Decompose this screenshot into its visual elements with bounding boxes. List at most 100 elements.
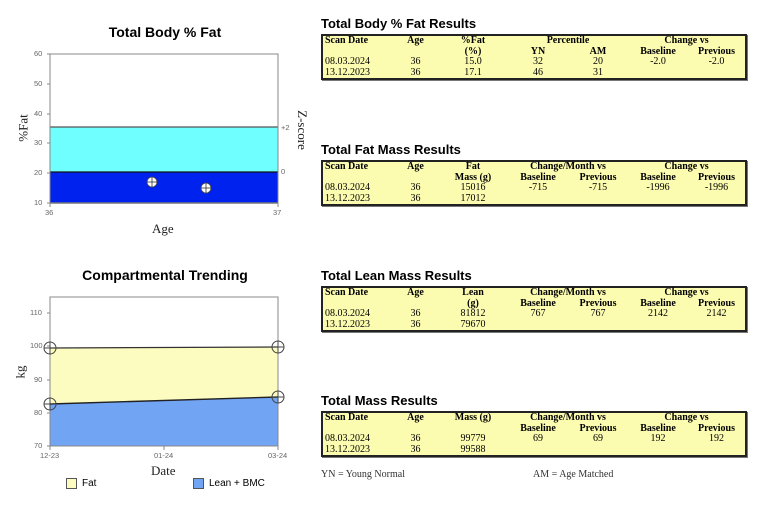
col-baseline: Baseline bbox=[640, 422, 676, 434]
trending-chart-title: Compartmental Trending bbox=[82, 267, 248, 283]
table-row: 13.12.2023 36 79670 bbox=[323, 318, 745, 331]
legend-fat-label: Fat bbox=[82, 478, 97, 489]
footnote-am: AM = Age Matched bbox=[533, 469, 614, 480]
pct-fat-ytick: 30 bbox=[34, 138, 43, 147]
col-scan-date: Scan Date bbox=[325, 161, 369, 172]
cell bbox=[688, 445, 745, 456]
lean-bmc-area bbox=[50, 397, 278, 446]
footnote-yn: YN = Young Normal bbox=[321, 469, 405, 480]
col-fat: Fat bbox=[465, 161, 481, 172]
col-mass-unit: Mass (g) bbox=[454, 171, 492, 183]
cell: 2142 bbox=[706, 308, 727, 319]
trending-ytick: 90 bbox=[34, 375, 43, 384]
cell bbox=[688, 194, 745, 205]
col-am: AM bbox=[589, 45, 607, 57]
total-point-12-23 bbox=[43, 341, 57, 355]
table-row: 08.03.2024 36 15016 -715 -715 -1996 -199… bbox=[323, 182, 745, 194]
col-baseline: Baseline bbox=[520, 171, 556, 183]
col-age: Age bbox=[407, 161, 424, 172]
cell: 08.03.2024 bbox=[325, 308, 370, 319]
total-mass-results-table: Scan Date Age Mass (g) Change/Month vs C… bbox=[321, 411, 747, 457]
col-baseline: Baseline bbox=[640, 45, 676, 57]
cell bbox=[688, 68, 745, 79]
col-change-vs: Change vs bbox=[664, 161, 709, 172]
cell: 69 bbox=[533, 433, 543, 444]
cell: -2.0 bbox=[650, 56, 666, 67]
table-row: 13.12.2023 36 99588 bbox=[323, 443, 745, 456]
col-previous: Previous bbox=[579, 171, 617, 183]
cell: 36 bbox=[410, 66, 421, 78]
cell: 36 bbox=[410, 182, 421, 193]
cell: 36 bbox=[410, 192, 421, 204]
cell: 13.12.2023 bbox=[325, 443, 370, 455]
cell: -1996 bbox=[646, 182, 670, 193]
cell: 99588 bbox=[460, 443, 486, 455]
cell: 46 bbox=[533, 66, 543, 78]
pct-fat-xtick: 36 bbox=[45, 208, 54, 217]
col-age: Age bbox=[407, 35, 424, 46]
table-row: 08.03.2024 36 15.0 32 20 -2.0 -2.0 bbox=[323, 56, 745, 68]
cell bbox=[568, 320, 628, 331]
col-scan-date: Scan Date bbox=[325, 287, 369, 298]
col-previous: Previous bbox=[697, 171, 736, 183]
col-lean: Lean bbox=[462, 287, 484, 298]
cell: 17.1 bbox=[464, 66, 482, 78]
lean-mass-results-table: Scan Date Age Lean Change/Month vs Chang… bbox=[321, 286, 747, 332]
band-above bbox=[50, 54, 278, 127]
cell bbox=[508, 320, 568, 331]
total-mass-results-title: Total Mass Results bbox=[321, 393, 438, 408]
trending-ytick: 80 bbox=[34, 408, 43, 417]
cell: 767 bbox=[590, 308, 606, 319]
col-scan-date: Scan Date bbox=[325, 412, 369, 423]
pct-fat-ytick: 10 bbox=[34, 198, 43, 207]
col-baseline: Baseline bbox=[520, 297, 556, 309]
trending-ytick: 70 bbox=[34, 441, 43, 450]
cell: 36 bbox=[410, 443, 421, 455]
pct-fat-ytick: 40 bbox=[34, 109, 43, 118]
pct-fat-ytick: 50 bbox=[34, 79, 43, 88]
fat-swatch-icon bbox=[66, 478, 77, 489]
cell: -715 bbox=[528, 182, 548, 193]
cell: 99779 bbox=[460, 433, 486, 444]
cell: 13.12.2023 bbox=[325, 318, 370, 330]
cell: -1996 bbox=[704, 182, 729, 193]
cell: 20 bbox=[593, 56, 603, 67]
cell bbox=[508, 445, 568, 456]
cell bbox=[628, 320, 688, 331]
pct-fat-point-2023 bbox=[146, 176, 158, 188]
band-normal bbox=[50, 127, 278, 172]
lean-point-03-24 bbox=[271, 390, 285, 404]
cell: 81812 bbox=[460, 308, 486, 319]
lean-swatch-icon bbox=[193, 478, 204, 489]
cell: 79670 bbox=[460, 318, 486, 330]
cell: 17012 bbox=[460, 192, 486, 204]
table-row: 08.03.2024 36 99779 69 69 192 192 bbox=[323, 433, 745, 445]
table-row: 08.03.2024 36 81812 767 767 2142 2142 bbox=[323, 308, 745, 320]
pct-fat-ytick: 60 bbox=[34, 49, 43, 58]
col-baseline: Baseline bbox=[640, 171, 676, 183]
col-pct-fat: %Fat bbox=[460, 35, 486, 46]
col-scan-date: Scan Date bbox=[325, 35, 369, 46]
cell: 36 bbox=[410, 308, 421, 319]
col-lean-unit: (g) bbox=[467, 297, 479, 309]
cell: 15.0 bbox=[464, 56, 482, 67]
table-row: 13.12.2023 36 17012 bbox=[323, 192, 745, 205]
cell: 192 bbox=[650, 433, 666, 444]
trending-xtick: 01-24 bbox=[154, 451, 174, 460]
cell: 36 bbox=[410, 56, 421, 67]
trending-ytick: 100 bbox=[30, 341, 43, 350]
legend-fat: Fat bbox=[66, 478, 96, 489]
cell: 69 bbox=[593, 433, 603, 444]
col-previous: Previous bbox=[697, 45, 736, 57]
cell: 13.12.2023 bbox=[325, 192, 370, 204]
cell: 2142 bbox=[648, 308, 668, 319]
pct-fat-chart-title: Total Body % Fat bbox=[108, 24, 222, 40]
cell: 15016 bbox=[460, 182, 486, 193]
trending-xtick: 03-24 bbox=[268, 451, 288, 460]
trending-xlabel: Date bbox=[151, 463, 176, 478]
trending-ytick: 110 bbox=[30, 308, 42, 317]
cell: 36 bbox=[410, 433, 421, 444]
trending-xtick: 12-23 bbox=[40, 451, 60, 460]
col-percentile: Percentile bbox=[546, 35, 590, 46]
col-change-vs: Change vs bbox=[664, 35, 709, 46]
